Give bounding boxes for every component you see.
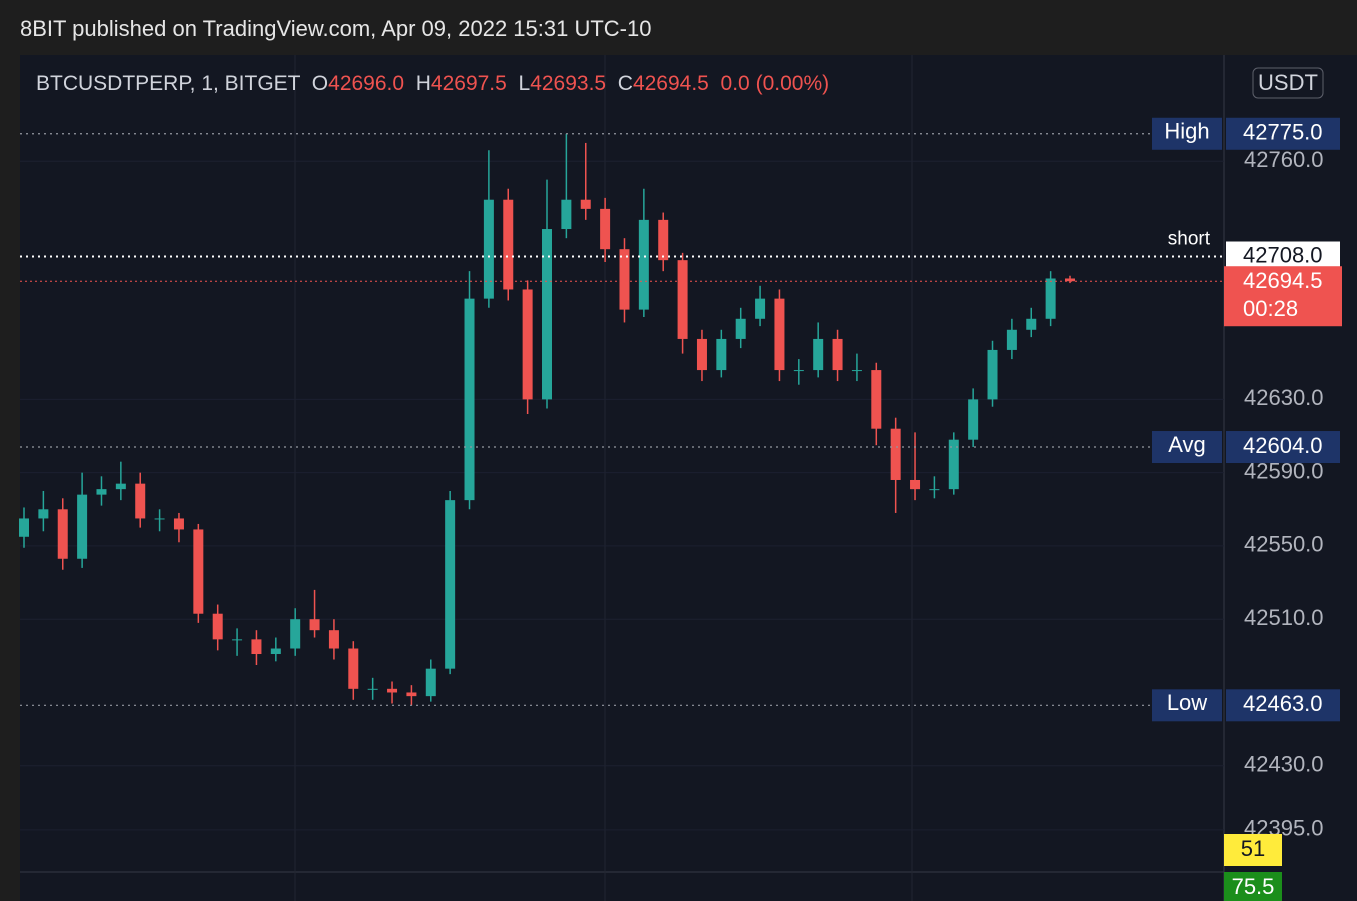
candle-body [173, 518, 184, 530]
candle-body [232, 639, 243, 641]
plot-bg [20, 55, 1224, 901]
level-name: High [1164, 119, 1209, 144]
level-value-bg [1226, 689, 1340, 722]
l-label: L [518, 72, 531, 95]
h-label: H [415, 72, 431, 95]
indicator-bg [1224, 872, 1282, 901]
candle-body [793, 370, 804, 372]
countdown: 00:28 [1243, 296, 1298, 321]
candle-body [503, 199, 514, 290]
candle-body [619, 249, 630, 310]
candle-body [406, 692, 417, 697]
level-name: short [1168, 229, 1211, 250]
candle-body [290, 619, 301, 649]
candle-body [1045, 278, 1056, 319]
candle-body [212, 613, 223, 640]
candle-body [1006, 329, 1017, 350]
y-tick-label: 42550.0 [1244, 532, 1324, 557]
candle-body [638, 219, 649, 310]
candle-body [813, 338, 824, 371]
level-value: 42708.0 [1243, 242, 1323, 267]
level-name-bg [1152, 431, 1222, 464]
candle-body [658, 219, 669, 261]
candle-body [1026, 318, 1037, 330]
candle-body [135, 483, 146, 519]
level-value-bg [1226, 431, 1340, 464]
candle-body [1065, 278, 1075, 282]
candle-body [987, 349, 998, 400]
c-label: C [617, 72, 633, 95]
o-value: 42696.0 [328, 72, 405, 95]
candle-body [968, 399, 979, 440]
candle-body [851, 370, 862, 372]
candle-body [561, 199, 572, 230]
candle-body [735, 318, 746, 339]
y-tick-label: 42510.0 [1244, 605, 1324, 630]
candle-body [251, 639, 262, 655]
candle-body [910, 479, 921, 490]
candle-body [580, 199, 591, 209]
candle-body [677, 260, 688, 339]
currency-bg [1252, 67, 1324, 99]
candle-body [367, 688, 378, 690]
candle-body [542, 229, 552, 400]
indicator-value: 75.5 [1232, 874, 1275, 899]
candle-body [696, 338, 707, 371]
candle-body [19, 518, 29, 537]
level-name: Avg [1168, 432, 1206, 457]
y-tick-label: 42430.0 [1244, 752, 1324, 777]
candle-body [774, 298, 785, 371]
symbol-line: BTCUSDTPERP, 1, BITGET O42696.0 H42697.5… [36, 72, 829, 96]
candle-body [115, 483, 126, 490]
c-value: 42694.5 [632, 72, 709, 95]
candle-body [348, 648, 359, 689]
change: 0.0 (0.00%) [720, 72, 830, 95]
candle-body [600, 208, 611, 250]
candle-body [929, 489, 940, 491]
candle-body [890, 428, 901, 480]
candle-body [425, 668, 436, 697]
last-price: 42694.5 [1243, 268, 1323, 293]
o-label: O [311, 72, 329, 95]
level-name-bg [1152, 117, 1222, 150]
candle-body [871, 370, 882, 429]
candle-body [38, 509, 49, 519]
candle-body [193, 529, 204, 614]
level-value: 42604.0 [1243, 433, 1323, 458]
last-price-bg [1224, 266, 1342, 327]
symbol-name: BTCUSDTPERP, 1, BITGET [36, 72, 301, 95]
indicator-bg [1224, 834, 1282, 866]
y-tick-label: 42630.0 [1244, 385, 1324, 410]
l-value: 42693.5 [530, 72, 607, 95]
y-tick-label: 42760.0 [1244, 147, 1324, 172]
level-name-bg [1152, 689, 1222, 722]
candle-body [948, 439, 959, 490]
candle-body [445, 500, 456, 669]
h-value: 42697.5 [430, 72, 507, 95]
candle-body [328, 630, 339, 649]
candle-body [483, 199, 494, 299]
candle-body [154, 518, 165, 520]
level-name: Low [1167, 690, 1207, 715]
indicator-value: 51 [1241, 836, 1265, 861]
candle-body [464, 298, 475, 501]
currency: USDT [1258, 70, 1318, 95]
candle-body [96, 489, 107, 495]
level-value: 42775.0 [1243, 120, 1323, 145]
header: 8BIT published on TradingView.com, Apr 0… [20, 16, 652, 41]
candle-body [77, 494, 88, 559]
candle-body [57, 509, 68, 559]
level-value: 42463.0 [1243, 691, 1323, 716]
level-value-bg [1226, 117, 1340, 150]
candle-body [522, 289, 533, 400]
candle-body [716, 338, 727, 371]
price-axis-bg [1224, 55, 1357, 901]
candle-body [270, 648, 281, 655]
candle-body [309, 619, 320, 631]
candle-body [755, 298, 766, 319]
candle-body [832, 338, 843, 371]
candle-body [387, 688, 398, 693]
